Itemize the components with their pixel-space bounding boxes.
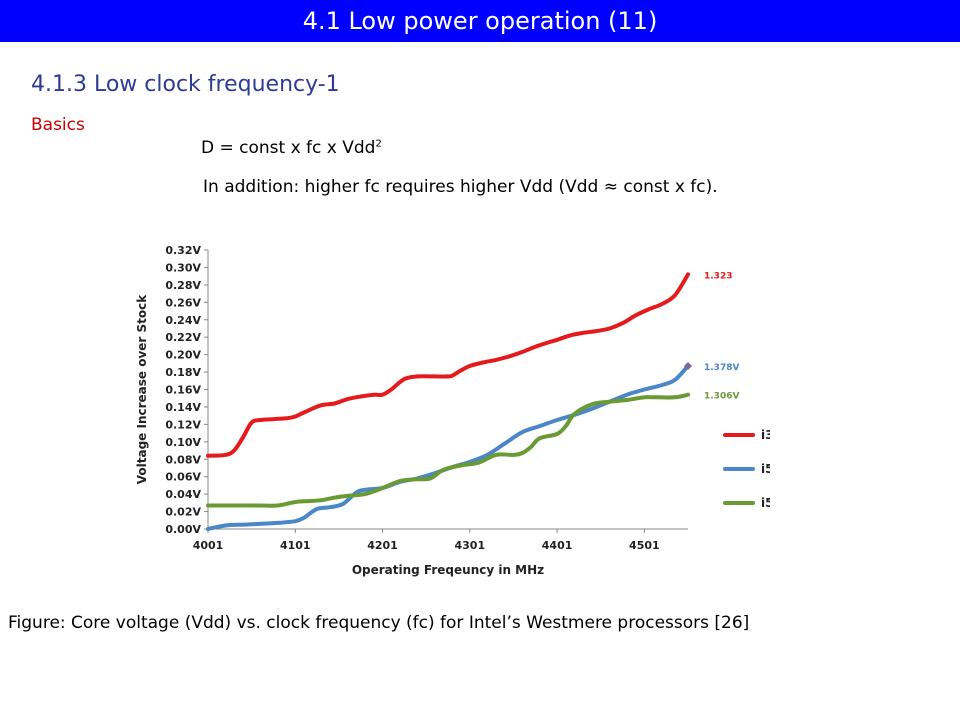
y-tick-label: 0.24V xyxy=(165,314,201,327)
legend-label-i5-655-k: i5-655-K xyxy=(761,462,770,476)
y-tick-label: 0.28V xyxy=(165,279,201,292)
end-label-i3-540: 1.323 xyxy=(704,271,732,281)
y-tick-label: 0.22V xyxy=(165,331,201,344)
y-tick-label: 0.18V xyxy=(165,366,201,379)
end-label-i5-661: 1.306V xyxy=(704,392,739,402)
section-heading: 4.1.3 Low clock frequency-1 xyxy=(31,72,340,97)
x-tick-label: 4501 xyxy=(629,539,660,552)
y-tick-label: 0.20V xyxy=(165,349,201,362)
figure-caption: Figure: Core voltage (Vdd) vs. clock fre… xyxy=(8,613,750,633)
x-axis-label: Operating Freqeuncy in MHz xyxy=(352,563,544,577)
title-bar: 4.1 Low power operation (11) xyxy=(0,0,960,42)
legend-label-i5-661: i5-661 xyxy=(761,496,770,510)
legend-label-i3-540: i3-540 xyxy=(761,428,770,442)
voltage-frequency-chart: 0.00V 0.02V 0.04V 0.06V 0.08V 0.10V 0.12V 0.14V… xyxy=(135,244,770,577)
y-tick-label: 0.14V xyxy=(165,401,201,414)
formula-text: D = const x fc x Vdd xyxy=(201,138,376,158)
y-tick-label: 0.32V xyxy=(165,244,201,257)
y-tick-label: 0.08V xyxy=(165,453,201,466)
y-tick-label: 0.12V xyxy=(165,418,201,431)
formula: D = const x fc x Vdd2 xyxy=(201,138,382,158)
y-tick-label: 0.02V xyxy=(165,506,201,519)
end-marker-diamond xyxy=(684,361,692,370)
y-tick-label: 0.10V xyxy=(165,436,201,449)
formula-exponent: 2 xyxy=(375,138,382,150)
y-tick-label: 0.06V xyxy=(165,471,201,484)
y-tick-label: 0.30V xyxy=(165,261,201,274)
x-tick-label: 4001 xyxy=(193,539,224,552)
y-tick-label: 0.04V xyxy=(165,488,201,501)
x-tick-label: 4101 xyxy=(280,539,311,552)
x-tick-label: 4301 xyxy=(455,539,486,552)
y-axis-label: Voltage Increase over Stock xyxy=(135,294,149,485)
frequency-note: In addition: higher fc requires higher V… xyxy=(203,177,718,197)
series-line-i3-540 xyxy=(206,272,690,458)
y-tick-label: 0.26V xyxy=(165,296,201,309)
slide-title: 4.1 Low power operation (11) xyxy=(302,7,658,35)
x-tick-label: 4401 xyxy=(542,539,573,552)
y-tick-label: 0.16V xyxy=(165,384,201,397)
section-label: Basics xyxy=(31,115,85,135)
x-tick-label: 4201 xyxy=(367,539,398,552)
y-tick-label: 0.00V xyxy=(165,523,201,536)
series-line-i5-661 xyxy=(206,392,690,508)
end-label-i5-655-k: 1.378V xyxy=(704,363,739,373)
